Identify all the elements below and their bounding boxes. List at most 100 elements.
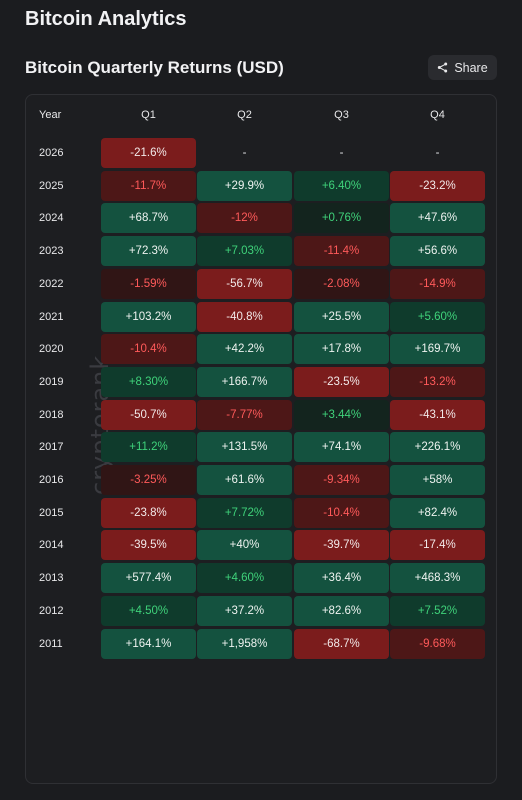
return-cell-q3[interactable]: -23.5% [294, 366, 389, 397]
table-row: 2022 -1.59% -56.7% -2.08% -14.9% [26, 268, 496, 299]
return-cell-q1[interactable]: -10.4% [101, 334, 196, 365]
return-cell-q4[interactable]: +58% [390, 465, 485, 495]
quarter-header-q3: Q3 [334, 109, 349, 121]
return-cell-q4[interactable]: +47.6% [390, 203, 485, 234]
quarter-header-q4: Q4 [430, 109, 445, 121]
table-row: 2016 -3.25% +61.6% -9.34% +58% [26, 465, 496, 495]
return-cell-q3[interactable]: -9.34% [294, 465, 389, 495]
quarter-header-q2: Q2 [237, 109, 252, 121]
return-cell-q3[interactable]: -10.4% [294, 497, 389, 528]
year-label: 2015 [39, 506, 64, 519]
return-cell-q3[interactable]: -68.7% [294, 628, 389, 659]
return-cell-q1[interactable]: +8.30% [101, 366, 196, 397]
return-cell-q4[interactable]: +468.3% [390, 563, 485, 594]
table-row: 2026 -21.6% - - - [26, 138, 496, 168]
return-cell-q1[interactable]: +164.1% [101, 628, 196, 659]
year-label: 2013 [39, 572, 64, 585]
year-label: 2023 [39, 245, 64, 258]
return-cell-q1[interactable]: -50.7% [101, 399, 196, 430]
return-cell-q3[interactable]: +17.8% [294, 334, 389, 365]
year-label: 2017 [39, 441, 64, 454]
return-cell-q2[interactable]: +166.7% [197, 366, 292, 397]
return-cell-q4[interactable]: -17.4% [390, 530, 485, 561]
return-cell-q1[interactable]: +11.2% [101, 432, 196, 463]
return-cell-q1[interactable]: +72.3% [101, 236, 196, 267]
return-cell-q4[interactable]: +7.52% [390, 595, 485, 626]
year-label: 2024 [39, 212, 64, 225]
return-cell-q1[interactable]: -39.5% [101, 530, 196, 561]
return-cell-q3[interactable]: +74.1% [294, 432, 389, 463]
share-icon [438, 62, 448, 73]
return-cell-q4[interactable]: -23.2% [390, 170, 485, 201]
table-row: 2021 +103.2% -40.8% +25.5% +5.60% [26, 301, 496, 332]
returns-table-card: cryptorank Year Q1 Q2 Q3 Q4 2026 -21.6% - -… [25, 94, 497, 784]
return-cell-q4[interactable]: +82.4% [390, 497, 485, 528]
table-row: 2019 +8.30% +166.7% -23.5% -13.2% [26, 366, 496, 397]
return-cell-q1[interactable]: +103.2% [101, 301, 196, 332]
return-cell-q2[interactable]: +4.60% [197, 563, 292, 594]
year-column-header: Year [39, 109, 62, 121]
return-cell-q1[interactable]: +4.50% [101, 595, 196, 626]
return-cell-q1[interactable]: -3.25% [101, 465, 196, 495]
return-cell-q2[interactable]: +61.6% [197, 465, 292, 495]
return-cell-q3[interactable]: +0.76% [294, 203, 389, 234]
return-cell-q3[interactable]: -39.7% [294, 530, 389, 561]
table-row: 2024 +68.7% -12% +0.76% +47.6% [26, 203, 496, 234]
share-button[interactable]: Share [428, 55, 497, 80]
year-label: 2018 [39, 408, 64, 421]
return-cell-q1[interactable]: +68.7% [101, 203, 196, 234]
return-cell-q2[interactable]: -40.8% [197, 301, 292, 332]
return-cell-q1[interactable]: -1.59% [101, 268, 196, 299]
return-cell-q2[interactable]: +7.72% [197, 497, 292, 528]
return-cell-q3[interactable]: +36.4% [294, 563, 389, 594]
table-row: 2012 +4.50% +37.2% +82.6% +7.52% [26, 595, 496, 626]
return-cell-q2[interactable]: - [242, 147, 247, 159]
return-cell-q3[interactable]: +3.44% [294, 399, 389, 430]
year-label: 2011 [39, 637, 63, 650]
year-label: 2020 [39, 343, 64, 356]
return-cell-q3[interactable]: +25.5% [294, 301, 389, 332]
return-cell-q2[interactable]: +40% [197, 530, 292, 561]
return-cell-q4[interactable]: - [435, 147, 440, 159]
return-cell-q4[interactable]: +169.7% [390, 334, 485, 365]
year-label: 2021 [39, 310, 64, 323]
return-cell-q2[interactable]: +29.9% [197, 170, 292, 201]
return-cell-q3[interactable]: -2.08% [294, 268, 389, 299]
table-row: 2015 -23.8% +7.72% -10.4% +82.4% [26, 497, 496, 528]
return-cell-q4[interactable]: -14.9% [390, 268, 485, 299]
table-row: 2011 +164.1% +1,958% -68.7% -9.68% [26, 628, 496, 659]
year-label: 2012 [39, 604, 64, 617]
table-row: 2017 +11.2% +131.5% +74.1% +226.1% [26, 432, 496, 463]
return-cell-q2[interactable]: -7.77% [197, 399, 292, 430]
return-cell-q2[interactable]: +7.03% [197, 236, 292, 267]
return-cell-q1[interactable]: -23.8% [101, 497, 196, 528]
return-cell-q3[interactable]: +6.40% [294, 170, 389, 201]
return-cell-q1[interactable]: -21.6% [101, 138, 196, 168]
app-title: Bitcoin Analytics [25, 8, 187, 30]
return-cell-q4[interactable]: +226.1% [390, 432, 485, 463]
return-cell-q3[interactable]: - [339, 147, 344, 159]
return-cell-q4[interactable]: -13.2% [390, 366, 485, 397]
return-cell-q4[interactable]: +56.6% [390, 236, 485, 267]
return-cell-q2[interactable]: -56.7% [197, 268, 292, 299]
quarter-header-q1: Q1 [141, 109, 156, 121]
year-label: 2025 [39, 179, 64, 192]
return-cell-q2[interactable]: +42.2% [197, 334, 292, 365]
return-cell-q4[interactable]: +5.60% [390, 301, 485, 332]
return-cell-q2[interactable]: +37.2% [197, 595, 292, 626]
year-label: 2022 [39, 277, 64, 290]
table-header: Year Q1 Q2 Q3 Q4 [26, 95, 496, 135]
return-cell-q1[interactable]: +577.4% [101, 563, 196, 594]
return-cell-q3[interactable]: +82.6% [294, 595, 389, 626]
table-row: 2020 -10.4% +42.2% +17.8% +169.7% [26, 334, 496, 365]
return-cell-q3[interactable]: -11.4% [294, 236, 389, 267]
year-label: 2014 [39, 539, 64, 552]
year-label: 2016 [39, 474, 64, 486]
share-label: Share [454, 60, 488, 75]
return-cell-q1[interactable]: -11.7% [101, 170, 196, 201]
return-cell-q4[interactable]: -9.68% [390, 628, 485, 659]
return-cell-q2[interactable]: +131.5% [197, 432, 292, 463]
return-cell-q2[interactable]: -12% [197, 203, 292, 234]
return-cell-q4[interactable]: -43.1% [390, 399, 485, 430]
return-cell-q2[interactable]: +1,958% [197, 628, 292, 659]
